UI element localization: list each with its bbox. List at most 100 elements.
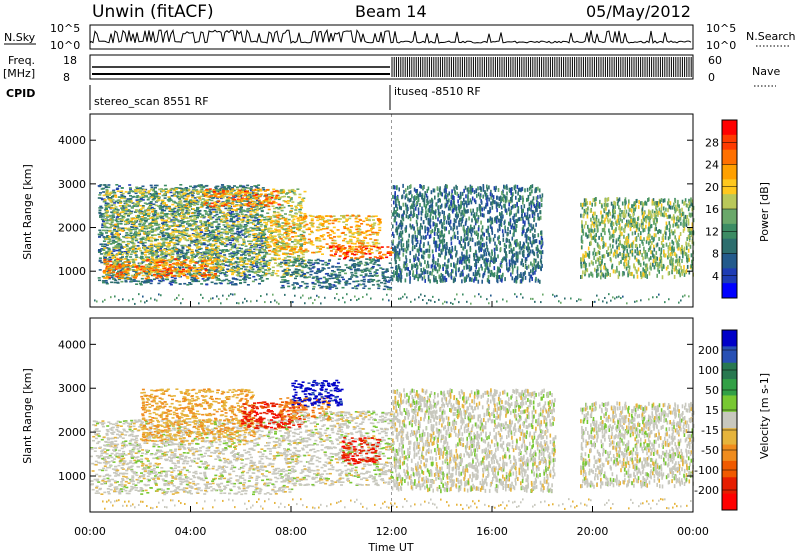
data-cell [230,232,234,235]
data-cell [161,242,165,245]
data-cell [115,208,119,211]
data-cell [290,245,294,248]
data-cell [185,207,189,209]
data-cell [304,214,308,217]
data-cell [342,252,346,254]
data-cell [103,226,107,229]
data-cell [114,206,118,208]
data-cell [160,252,164,254]
data-cell [132,236,135,238]
data-cell [184,187,188,189]
data-cell [223,217,227,219]
data-cell [274,249,278,251]
data-cell [141,274,145,277]
data-cell [229,263,233,266]
data-cell [188,247,191,250]
data-cell [238,234,242,237]
data-cell [235,247,239,250]
data-cell [146,268,150,270]
data-cell [254,197,258,200]
data-cell [108,238,112,241]
data-cell [277,197,281,199]
data-cell [118,185,121,187]
data-cell [349,238,353,241]
data-cell [255,228,259,231]
data-cell [235,200,239,202]
data-cell [206,236,210,238]
data-cell [207,223,211,226]
data-cell [193,214,197,217]
data-cell [117,218,121,220]
data-cell [310,222,314,224]
data-cell [275,239,279,242]
data-cell [172,233,176,236]
data-cell [151,228,155,230]
data-cell [147,232,151,234]
data-cell [205,252,209,254]
data-cell [151,222,155,224]
data-cell [207,192,211,194]
data-cell [307,241,311,244]
data-cell [356,230,360,233]
data-cell [286,252,289,255]
data-cell [377,242,381,245]
data-cell [149,243,153,245]
data-cell [146,227,150,229]
data-cell [132,276,136,279]
data-cell [140,253,144,255]
data-cell [250,270,254,273]
data-cell [220,228,224,230]
data-cell [144,225,148,227]
data-cell [106,269,110,272]
data-cell [99,216,102,218]
data-cell [185,217,189,219]
data-cell [207,271,211,274]
data-cell [170,256,174,258]
data-cell [179,255,183,258]
data-cell [252,233,256,235]
data-cell [210,245,214,248]
data-cell [235,256,239,259]
data-cell [275,253,279,255]
data-cell [173,195,177,197]
data-cell [292,218,296,221]
data-cell [196,201,200,203]
data-cell [234,210,238,212]
data-cell [128,187,132,189]
data-cell [297,226,301,229]
data-cell [232,243,236,246]
data-cell [155,264,159,267]
data-cell [177,204,180,206]
data-cell [234,260,238,263]
data-cell [103,277,107,279]
data-cell [129,228,133,231]
data-cell [265,216,269,218]
data-cell [205,204,209,206]
data-cell [132,190,135,193]
data-cell [268,259,272,262]
data-cell [116,282,120,284]
data-cell [220,234,223,236]
data-cell [222,224,226,226]
data-cell [242,241,246,243]
data-cell [210,281,214,284]
data-cell [184,233,188,235]
data-cell [116,262,120,265]
data-cell [104,269,108,271]
data-cell [172,212,176,215]
data-cell [150,186,154,189]
data-cell [137,191,141,193]
data-cell [177,259,180,262]
data-cell [180,232,184,235]
data-cell [283,263,287,266]
data-cell [105,190,109,192]
data-cell [208,196,212,199]
data-cell [208,273,211,276]
data-cell [253,202,256,205]
data-cell [126,268,130,270]
data-cell [150,231,154,233]
data-cell [177,206,181,208]
data-cell [237,217,241,219]
data-cell [130,190,134,192]
data-cell [141,206,145,209]
